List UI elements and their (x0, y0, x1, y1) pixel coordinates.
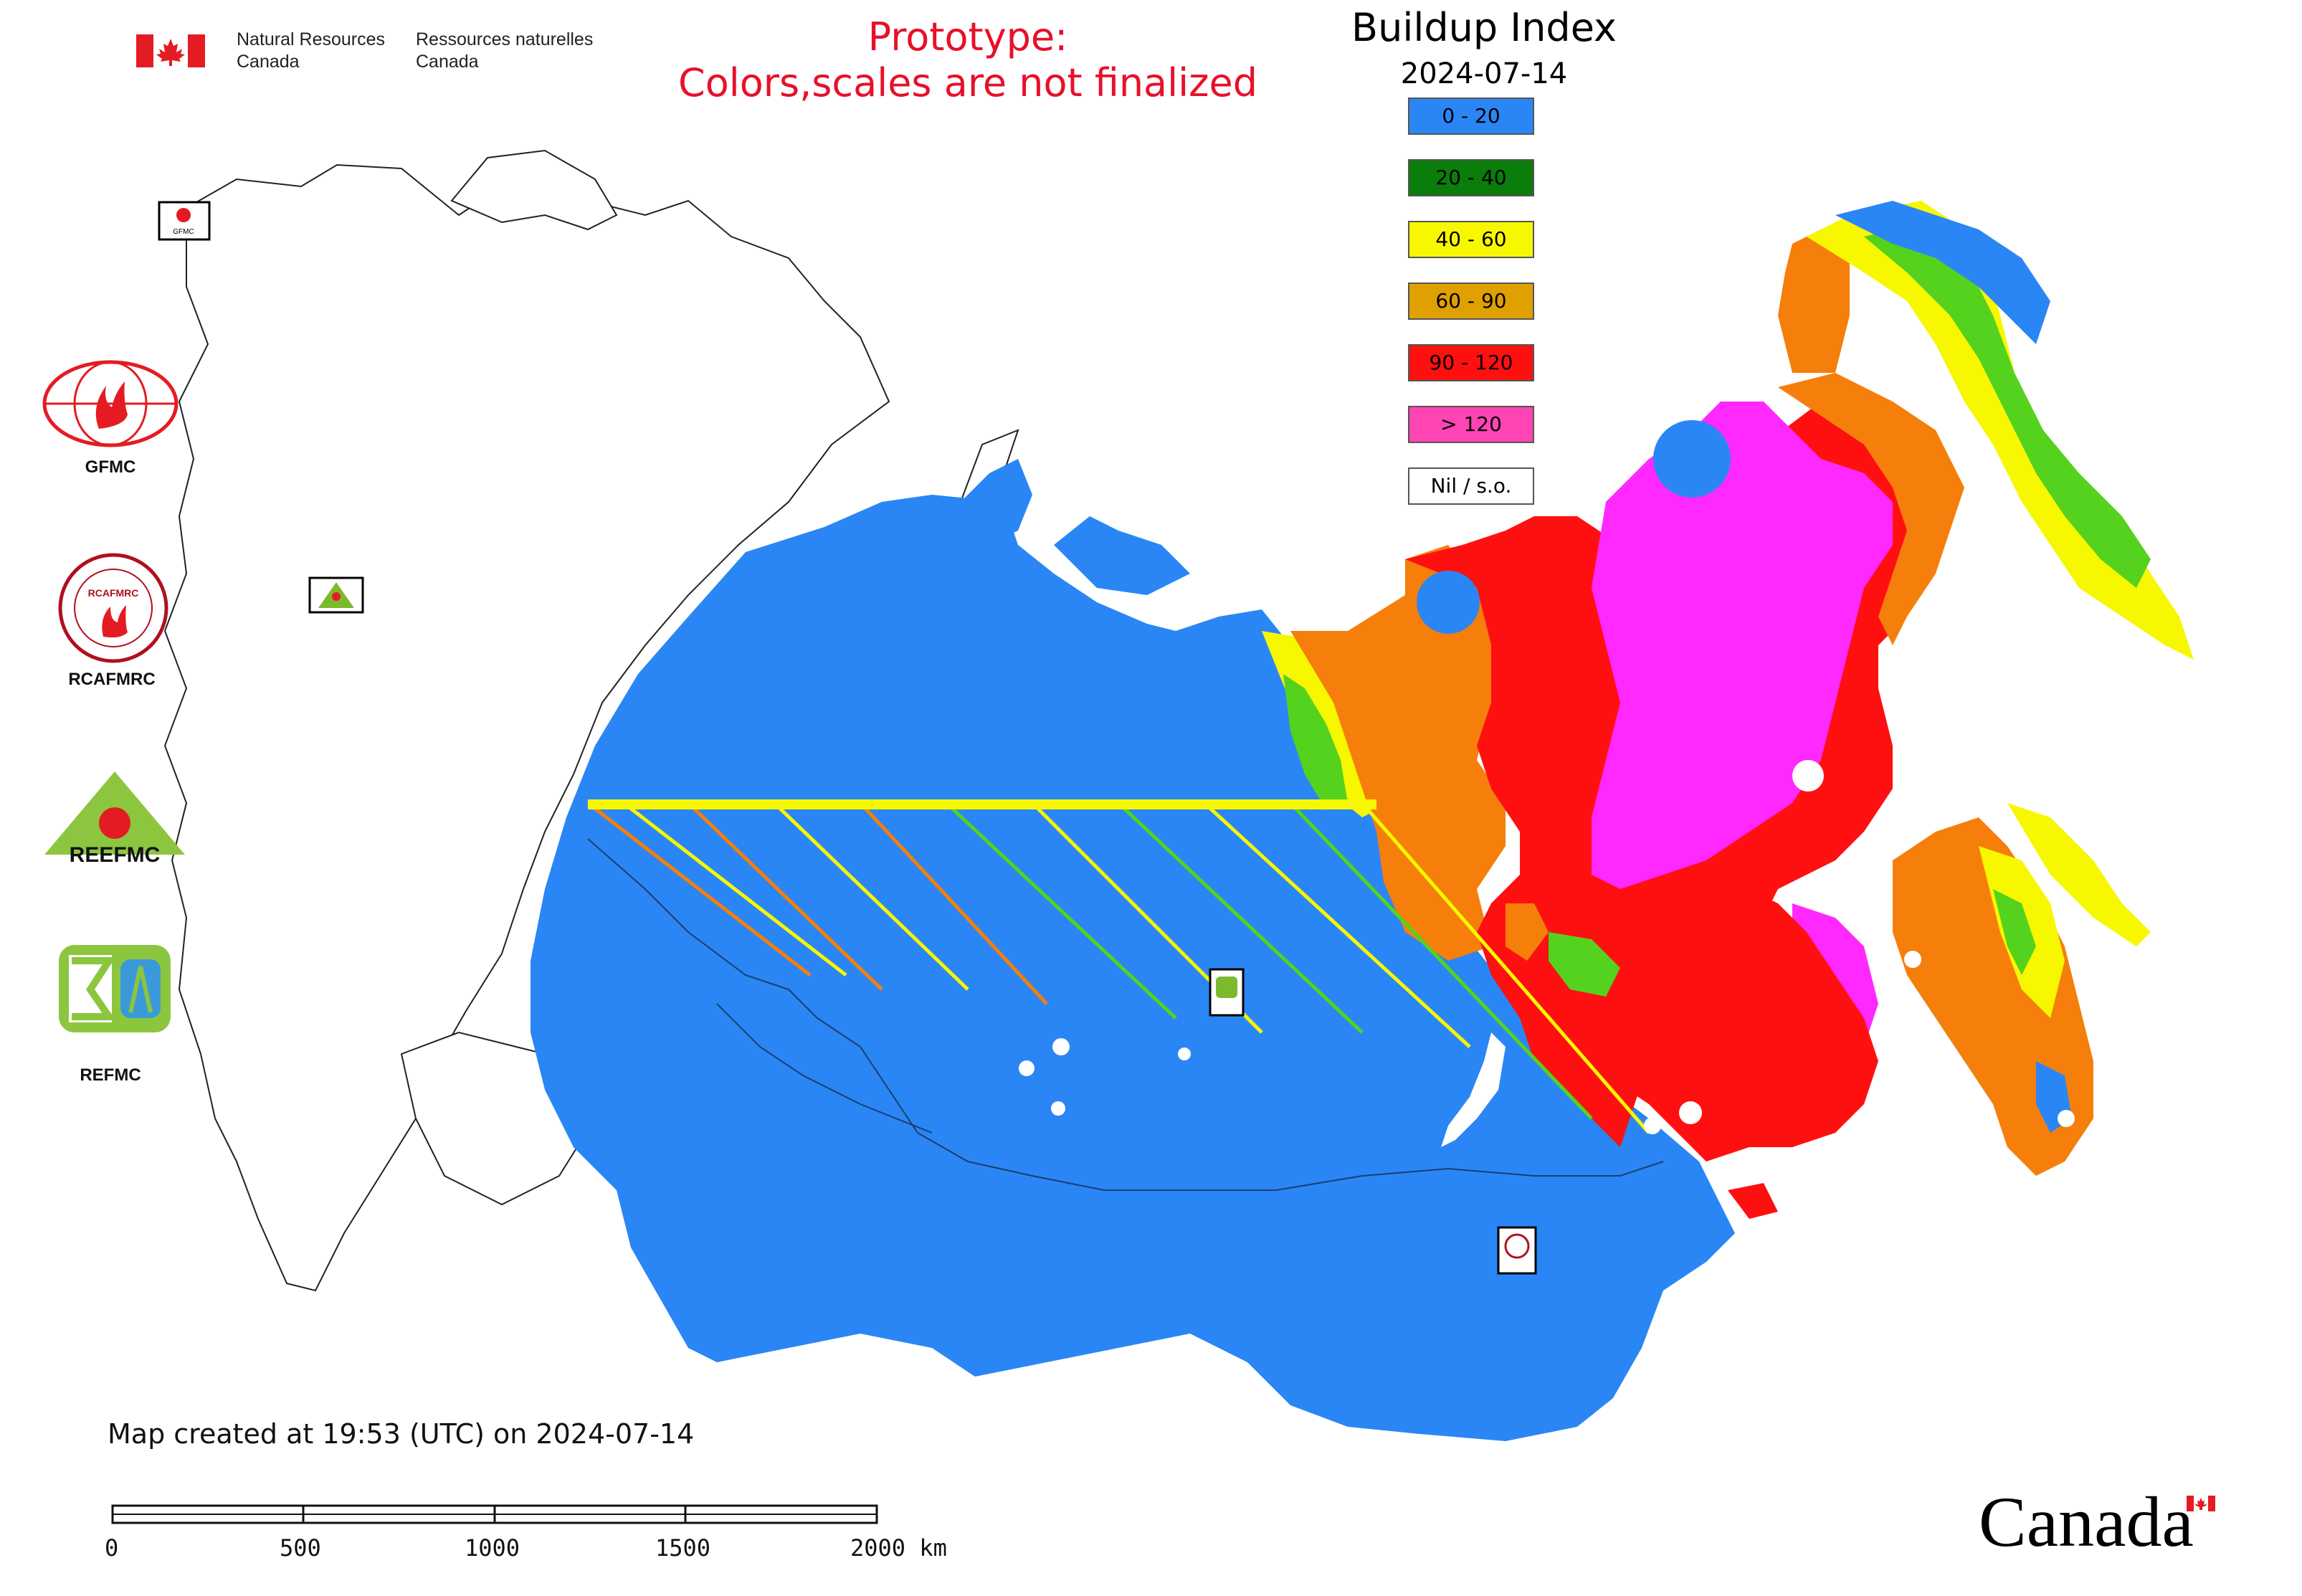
legend-label: 20 - 40 (1435, 166, 1506, 189)
legend-item-60-90: 60 - 90 (1408, 282, 1534, 320)
blue-patch-2 (1653, 420, 1731, 498)
scale-tick-500: 500 (280, 1534, 321, 1562)
svg-text:REEFMC: REEFMC (70, 843, 161, 867)
legend-label: 40 - 60 (1435, 227, 1506, 251)
legend-item-0-20: 0 - 20 (1408, 98, 1534, 135)
refmc-logo (59, 945, 171, 1032)
canada-wordmark: Canada (1979, 1481, 2194, 1563)
legend-label: 60 - 90 (1435, 289, 1506, 313)
scale-tick-1500: 1500 (655, 1534, 710, 1562)
gfmc-logo-label: GFMC (39, 457, 182, 478)
scale-tick-1000: 1000 (465, 1534, 520, 1562)
legend-item-over-120: > 120 (1408, 406, 1534, 443)
legend-label: 90 - 120 (1430, 351, 1513, 374)
region-red-island (1728, 1183, 1778, 1219)
badge-rcafmrc (1498, 1227, 1536, 1273)
map-created-timestamp: Map created at 19:53 (UTC) on 2024-07-14 (108, 1418, 694, 1450)
legend-item-nil: Nil / s.o. (1408, 467, 1534, 505)
gfmc-logo (40, 357, 181, 450)
badge-gfmc: GFMC (159, 202, 209, 239)
legend-item-20-40: 20 - 40 (1408, 159, 1534, 196)
reefmc-logo: REEFMC (39, 767, 191, 868)
rcafmrc-logo: RCAFMRC (57, 552, 169, 664)
legend-item-40-60: 40 - 60 (1408, 221, 1534, 258)
region-blue-taymyr (1054, 516, 1190, 595)
refmc-logo-label: REFMC (39, 1065, 182, 1086)
badge-refmc (1210, 969, 1243, 1015)
scale-tick-0: 0 (105, 1534, 118, 1562)
canada-wordmark-flag-icon (2187, 1496, 2215, 1511)
badge-gfmc-label: GFMC (173, 228, 194, 236)
scale-tick-2000: 2000 km (850, 1534, 947, 1562)
badge-reefmc (310, 578, 363, 612)
blue-patch-1 (1417, 571, 1480, 634)
swath-top-band (588, 799, 1376, 809)
legend-label: > 120 (1440, 412, 1502, 436)
legend-item-90-120: 90 - 120 (1408, 344, 1534, 381)
svg-text:RCAFMRC: RCAFMRC (88, 587, 139, 599)
legend-label: Nil / s.o. (1431, 474, 1512, 498)
scale-bar (111, 1498, 878, 1527)
legend-label: 0 - 20 (1442, 104, 1500, 128)
rcafmrc-logo-label: RCAFMRC (40, 670, 184, 690)
